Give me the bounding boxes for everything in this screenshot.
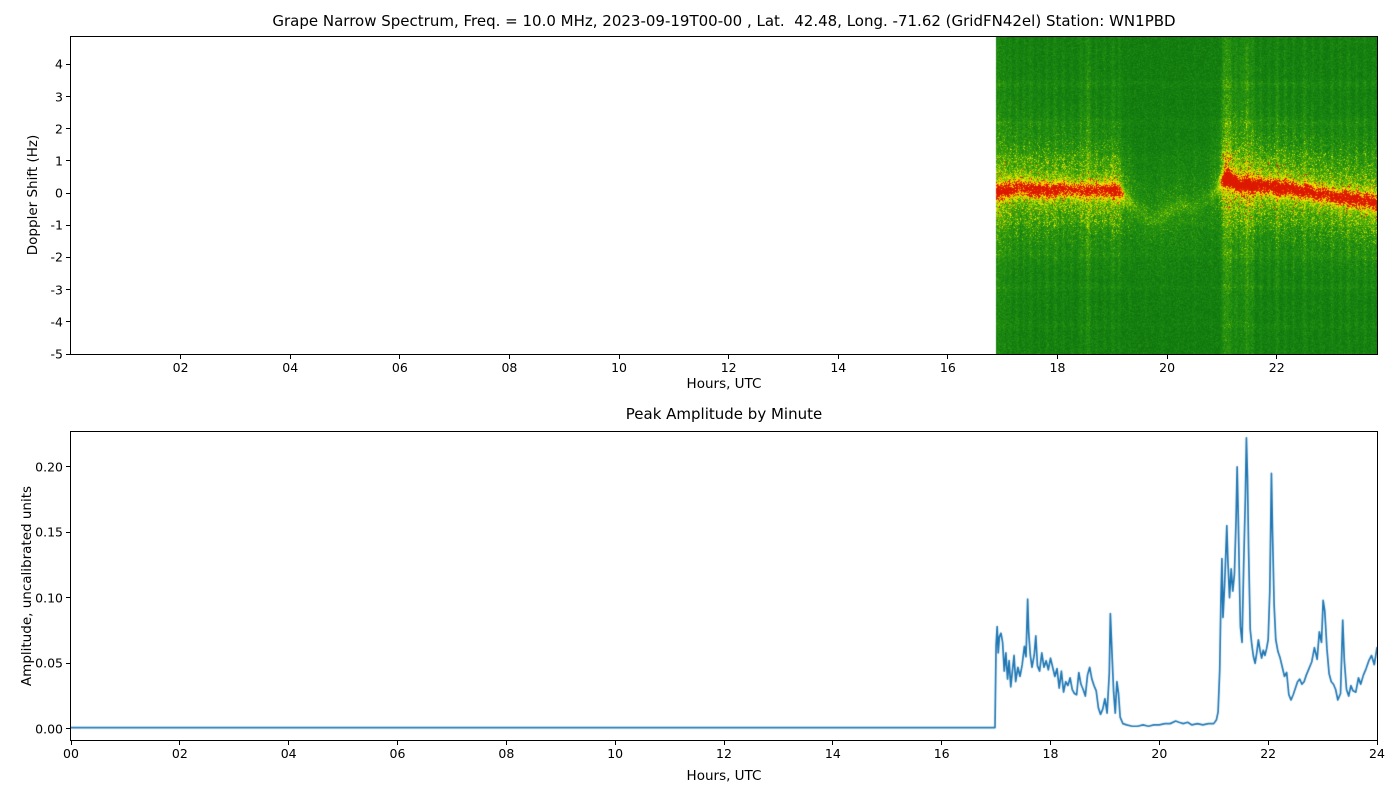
- x-tick-label: 12: [716, 746, 732, 761]
- y-tick-label: 3: [55, 89, 63, 105]
- y-tick-label: 0.00: [35, 721, 63, 737]
- amplitude-title: Peak Amplitude by Minute: [625, 405, 823, 423]
- x-tick-label: 18: [1049, 360, 1066, 375]
- y-tick-mark: [66, 597, 70, 599]
- x-tick-label: 22: [1268, 360, 1285, 375]
- y-tick-mark: [66, 466, 70, 468]
- x-tick-mark: [1056, 355, 1058, 359]
- x-tick-label: 00: [63, 746, 79, 761]
- x-tick-label: 02: [171, 746, 188, 761]
- x-tick-label: 16: [933, 746, 950, 761]
- y-tick-mark: [66, 531, 70, 533]
- y-tick-label: 0.15: [35, 524, 63, 540]
- x-tick-label: 08: [498, 746, 515, 761]
- amplitude-xlabel: Hours, UTC: [686, 768, 762, 784]
- y-tick-label: -1: [50, 217, 63, 233]
- x-tick-label: 18: [1042, 746, 1059, 761]
- amplitude-ylabel: Amplitude, uncalibrated units: [19, 485, 35, 687]
- y-tick-label: 0.05: [35, 655, 63, 671]
- x-tick-mark: [288, 741, 290, 745]
- y-tick-mark: [66, 128, 70, 130]
- spectrogram-canvas: [71, 37, 1377, 354]
- x-tick-mark: [947, 355, 949, 359]
- x-tick-mark: [1376, 741, 1378, 745]
- x-tick-mark: [728, 355, 730, 359]
- x-tick-mark: [399, 355, 401, 359]
- x-tick-mark: [1276, 355, 1278, 359]
- y-tick-label: -2: [50, 249, 63, 265]
- y-tick-mark: [66, 160, 70, 162]
- x-tick-mark: [618, 355, 620, 359]
- x-tick-label: 10: [607, 746, 624, 761]
- y-tick-mark: [66, 662, 70, 664]
- x-tick-label: 12: [720, 360, 737, 375]
- x-tick-label: 20: [1151, 746, 1168, 761]
- x-tick-mark: [614, 741, 616, 745]
- y-tick-label: -5: [50, 346, 63, 362]
- y-tick-mark: [66, 353, 70, 355]
- x-tick-label: 04: [280, 746, 297, 761]
- x-tick-mark: [180, 355, 182, 359]
- x-tick-label: 14: [830, 360, 847, 375]
- y-tick-label: -4: [50, 314, 63, 330]
- x-tick-mark: [70, 741, 72, 745]
- y-tick-mark: [66, 224, 70, 226]
- x-tick-label: 06: [391, 360, 408, 375]
- x-tick-label: 16: [939, 360, 956, 375]
- x-tick-mark: [1050, 741, 1051, 745]
- x-tick-mark: [832, 741, 834, 745]
- x-tick-mark: [941, 741, 943, 745]
- x-tick-mark: [723, 741, 725, 745]
- x-tick-label: 08: [501, 360, 518, 375]
- y-tick-mark: [66, 728, 70, 730]
- y-tick-mark: [66, 289, 70, 291]
- x-tick-mark: [508, 355, 510, 359]
- y-tick-mark: [66, 256, 70, 258]
- y-tick-mark: [66, 63, 70, 65]
- y-tick-label: 0: [55, 185, 63, 201]
- x-tick-label: 04: [282, 360, 299, 375]
- spectrogram-xlabel: Hours, UTC: [686, 376, 762, 392]
- amplitude-line-canvas: [71, 432, 1377, 740]
- x-tick-mark: [179, 741, 181, 745]
- x-tick-label: 22: [1260, 746, 1277, 761]
- y-tick-mark: [66, 96, 70, 98]
- x-tick-mark: [397, 741, 398, 745]
- y-tick-label: 0.10: [35, 590, 63, 606]
- x-tick-mark: [1158, 741, 1160, 745]
- y-tick-label: 2: [55, 121, 63, 137]
- x-tick-mark: [505, 741, 507, 745]
- amplitude-plot-area: 00 02 04 06 08 10 12 14 16 18 20 22 24 0.00 0.05 0.10 0.…: [35, 431, 1385, 761]
- x-tick-mark: [837, 355, 839, 359]
- x-tick-label: 10: [611, 360, 627, 375]
- x-tick-label: 14: [824, 746, 841, 761]
- spectrogram-ylabel: Doppler Shift (Hz): [25, 134, 41, 256]
- x-tick-mark: [1166, 355, 1168, 359]
- y-tick-mark: [66, 321, 70, 323]
- spectrogram-plot-area: 02 04 06 08 10 12 14 16 18 20 22 4 3 2 1 0 -1 -2 -3 -4 -5: [51, 36, 1378, 375]
- x-tick-label: 06: [389, 746, 406, 761]
- x-tick-mark: [289, 355, 291, 359]
- x-tick-mark: [1267, 741, 1269, 745]
- spectrogram-title: Grape Narrow Spectrum, Freq. = 10.0 MHz,…: [272, 12, 1176, 30]
- y-tick-label: 0.20: [35, 459, 63, 475]
- y-tick-label: 4: [55, 56, 63, 72]
- x-tick-label: 20: [1159, 360, 1176, 375]
- x-tick-label: 24: [1369, 746, 1385, 761]
- y-tick-mark: [66, 192, 70, 194]
- y-tick-label: 1: [55, 153, 63, 169]
- y-tick-label: -3: [50, 282, 63, 298]
- x-tick-label: 02: [172, 360, 189, 375]
